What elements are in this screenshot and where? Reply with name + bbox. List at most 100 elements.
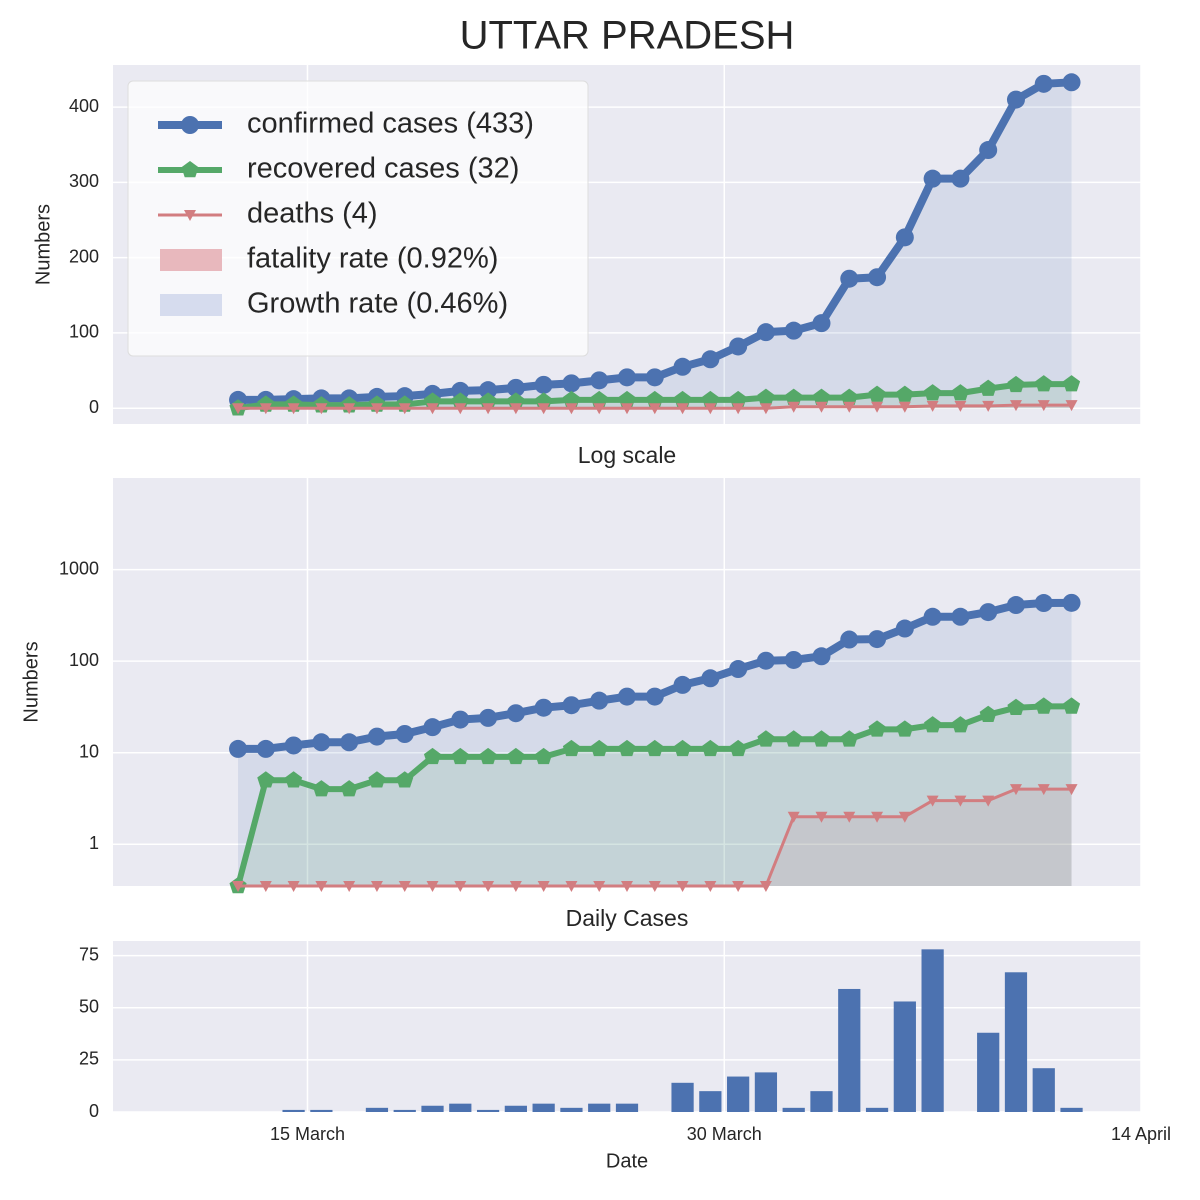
- y-tick-label: 10: [79, 741, 99, 761]
- marker: [423, 747, 442, 765]
- marker: [896, 385, 914, 402]
- marker: [451, 381, 470, 400]
- marker: [924, 716, 942, 733]
- marker: [812, 388, 831, 405]
- marker: [648, 403, 661, 415]
- marker: [257, 771, 275, 788]
- marker: [398, 881, 411, 892]
- plot-background: [113, 941, 1141, 1112]
- y-tick-label: 0: [89, 1101, 99, 1121]
- marker: [812, 647, 831, 666]
- x-tick-label: 15 March: [270, 1124, 345, 1144]
- bar: [1060, 1107, 1083, 1112]
- marker: [343, 881, 356, 892]
- marker: [729, 739, 747, 757]
- marker: [562, 739, 580, 757]
- marker: [590, 691, 609, 710]
- marker: [812, 730, 831, 747]
- marker: [368, 771, 386, 788]
- marker: [868, 268, 887, 287]
- marker: [395, 725, 414, 744]
- marker: [1065, 400, 1078, 412]
- marker: [562, 374, 581, 393]
- bar: [865, 1107, 889, 1112]
- marker: [284, 736, 303, 755]
- marker: [784, 650, 803, 669]
- marker: [676, 403, 689, 415]
- marker: [590, 390, 608, 408]
- marker: [479, 708, 498, 727]
- legend-marker: [181, 161, 199, 178]
- bar: [727, 1076, 750, 1112]
- marker: [704, 881, 717, 892]
- marker: [840, 388, 858, 405]
- area-fill: [238, 706, 1072, 886]
- marker: [423, 718, 442, 737]
- marker: [454, 881, 467, 892]
- legend-patch: [160, 249, 222, 271]
- bar: [782, 1107, 805, 1112]
- marker: [951, 607, 970, 626]
- marker: [398, 403, 411, 415]
- marker: [565, 881, 578, 892]
- bar: [282, 1109, 305, 1112]
- area-fill: [238, 82, 1072, 409]
- bar: [699, 1091, 722, 1112]
- marker: [340, 780, 358, 797]
- marker: [926, 400, 939, 412]
- marker: [979, 705, 997, 722]
- marker: [645, 687, 664, 706]
- marker: [396, 771, 414, 788]
- marker: [593, 403, 606, 415]
- chart-title: UTTAR PRADESH: [460, 14, 795, 58]
- marker: [451, 747, 469, 765]
- marker: [506, 704, 525, 723]
- marker: [454, 403, 467, 415]
- bar: [393, 1109, 416, 1112]
- marker: [482, 881, 495, 892]
- marker: [259, 881, 272, 892]
- bar: [421, 1105, 444, 1112]
- x-tick-label: 30 March: [687, 1124, 762, 1144]
- subplot-title: Log scale: [578, 442, 676, 468]
- marker: [426, 403, 439, 415]
- marker: [732, 403, 745, 415]
- y-tick-label: 200: [69, 246, 99, 266]
- x-tick-label: 14 April: [1111, 1124, 1171, 1144]
- bar: [310, 1109, 333, 1112]
- legend-patch: [160, 294, 222, 316]
- y-tick-label: 0: [89, 397, 99, 417]
- marker: [1007, 698, 1025, 715]
- marker: [674, 390, 692, 408]
- marker: [340, 733, 359, 752]
- marker: [1006, 90, 1025, 109]
- marker: [1037, 784, 1050, 796]
- marker: [562, 390, 580, 408]
- marker: [701, 669, 720, 688]
- marker: [785, 730, 803, 747]
- marker: [232, 403, 245, 415]
- marker: [896, 720, 914, 737]
- y-tick-label: 75: [79, 944, 99, 964]
- bar: [560, 1107, 583, 1112]
- marker: [507, 747, 525, 765]
- marker: [951, 384, 969, 401]
- marker: [979, 141, 998, 160]
- marker: [509, 881, 522, 892]
- marker: [315, 403, 328, 415]
- marker: [1007, 375, 1025, 393]
- marker: [565, 403, 578, 415]
- marker: [732, 881, 745, 892]
- marker: [871, 401, 884, 413]
- marker: [812, 314, 831, 333]
- marker: [232, 881, 245, 892]
- marker: [1035, 697, 1053, 714]
- legend-label: recovered cases (32): [247, 153, 519, 185]
- marker: [982, 400, 995, 412]
- marker: [926, 795, 939, 807]
- marker: [840, 730, 858, 747]
- marker: [646, 739, 664, 757]
- area-fill: [238, 789, 1072, 886]
- marker: [509, 403, 522, 415]
- marker: [787, 811, 800, 823]
